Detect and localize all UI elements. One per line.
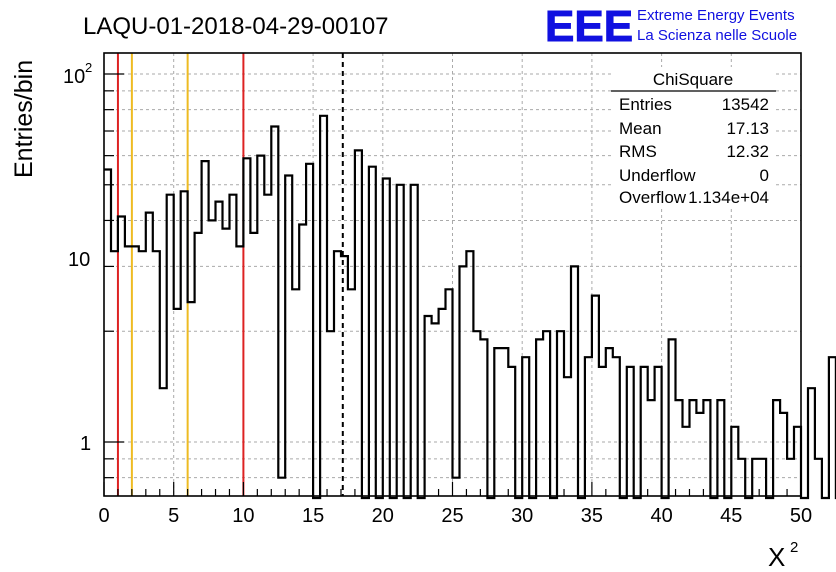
x-tick-label: 0 [98,505,109,527]
x-tick-label: 15 [302,505,324,527]
stats-label-underflow: Underflow [619,166,696,185]
y-axis-title: Entries/bin [10,60,38,178]
x-tick-label: 5 [168,505,179,527]
stats-box: ChiSquare Entries 13542 Mean 17.13 RMS 1… [611,67,776,209]
x-tick-label: 35 [581,505,603,527]
stats-label-overflow: Overflow [619,188,687,207]
plot-frame [103,52,802,497]
x-tick-label: 10 [232,505,254,527]
x-tick-label: 25 [441,505,463,527]
brand-line-2: La Scienza nelle Scuole [637,27,797,44]
stats-label-entries: Entries [619,95,672,114]
stats-box-title: ChiSquare [653,70,733,89]
run-title: LAQU-01-2018-04-29-00107 [83,13,389,40]
histogram-series-line [104,114,836,500]
x-axis-title-base: X [768,542,785,572]
x-axis-title-superscript: 2 [790,539,798,556]
eee-logo-text: EEE [545,2,633,51]
x-axis-title: X 2 [768,539,798,572]
y-tick-label-1: 1 [80,433,91,455]
eee-logo: EEE Extreme Energy Events La Scienza nel… [545,2,798,52]
x-tick-label: 40 [650,505,672,527]
y-tick-label-10: 10 [68,249,90,271]
brand-line-1: Extreme Energy Events [637,7,795,24]
x-tick-label: 45 [720,505,742,527]
x-tick-label: 20 [372,505,394,527]
stats-value-underflow: 0 [760,166,769,185]
stats-value-mean: 17.13 [726,119,769,138]
stats-value-entries: 13542 [722,95,769,114]
x-tick-labels: 0 5 10 15 20 25 30 35 40 45 50 [98,505,812,527]
threshold-lines [116,53,344,496]
y-tick-label-100-base: 10 [63,66,85,88]
axes [103,73,802,496]
stats-value-overflow: 1.134e+04 [688,188,769,207]
x-tick-label: 30 [511,505,533,527]
stats-label-rms: RMS [619,142,657,161]
y-tick-labels: 1 10 10 2 [63,60,92,455]
stats-value-rms: 12.32 [726,142,769,161]
x-tick-label: 50 [790,505,812,527]
y-tick-label-100-exp: 2 [85,60,92,75]
stats-label-mean: Mean [619,119,662,138]
